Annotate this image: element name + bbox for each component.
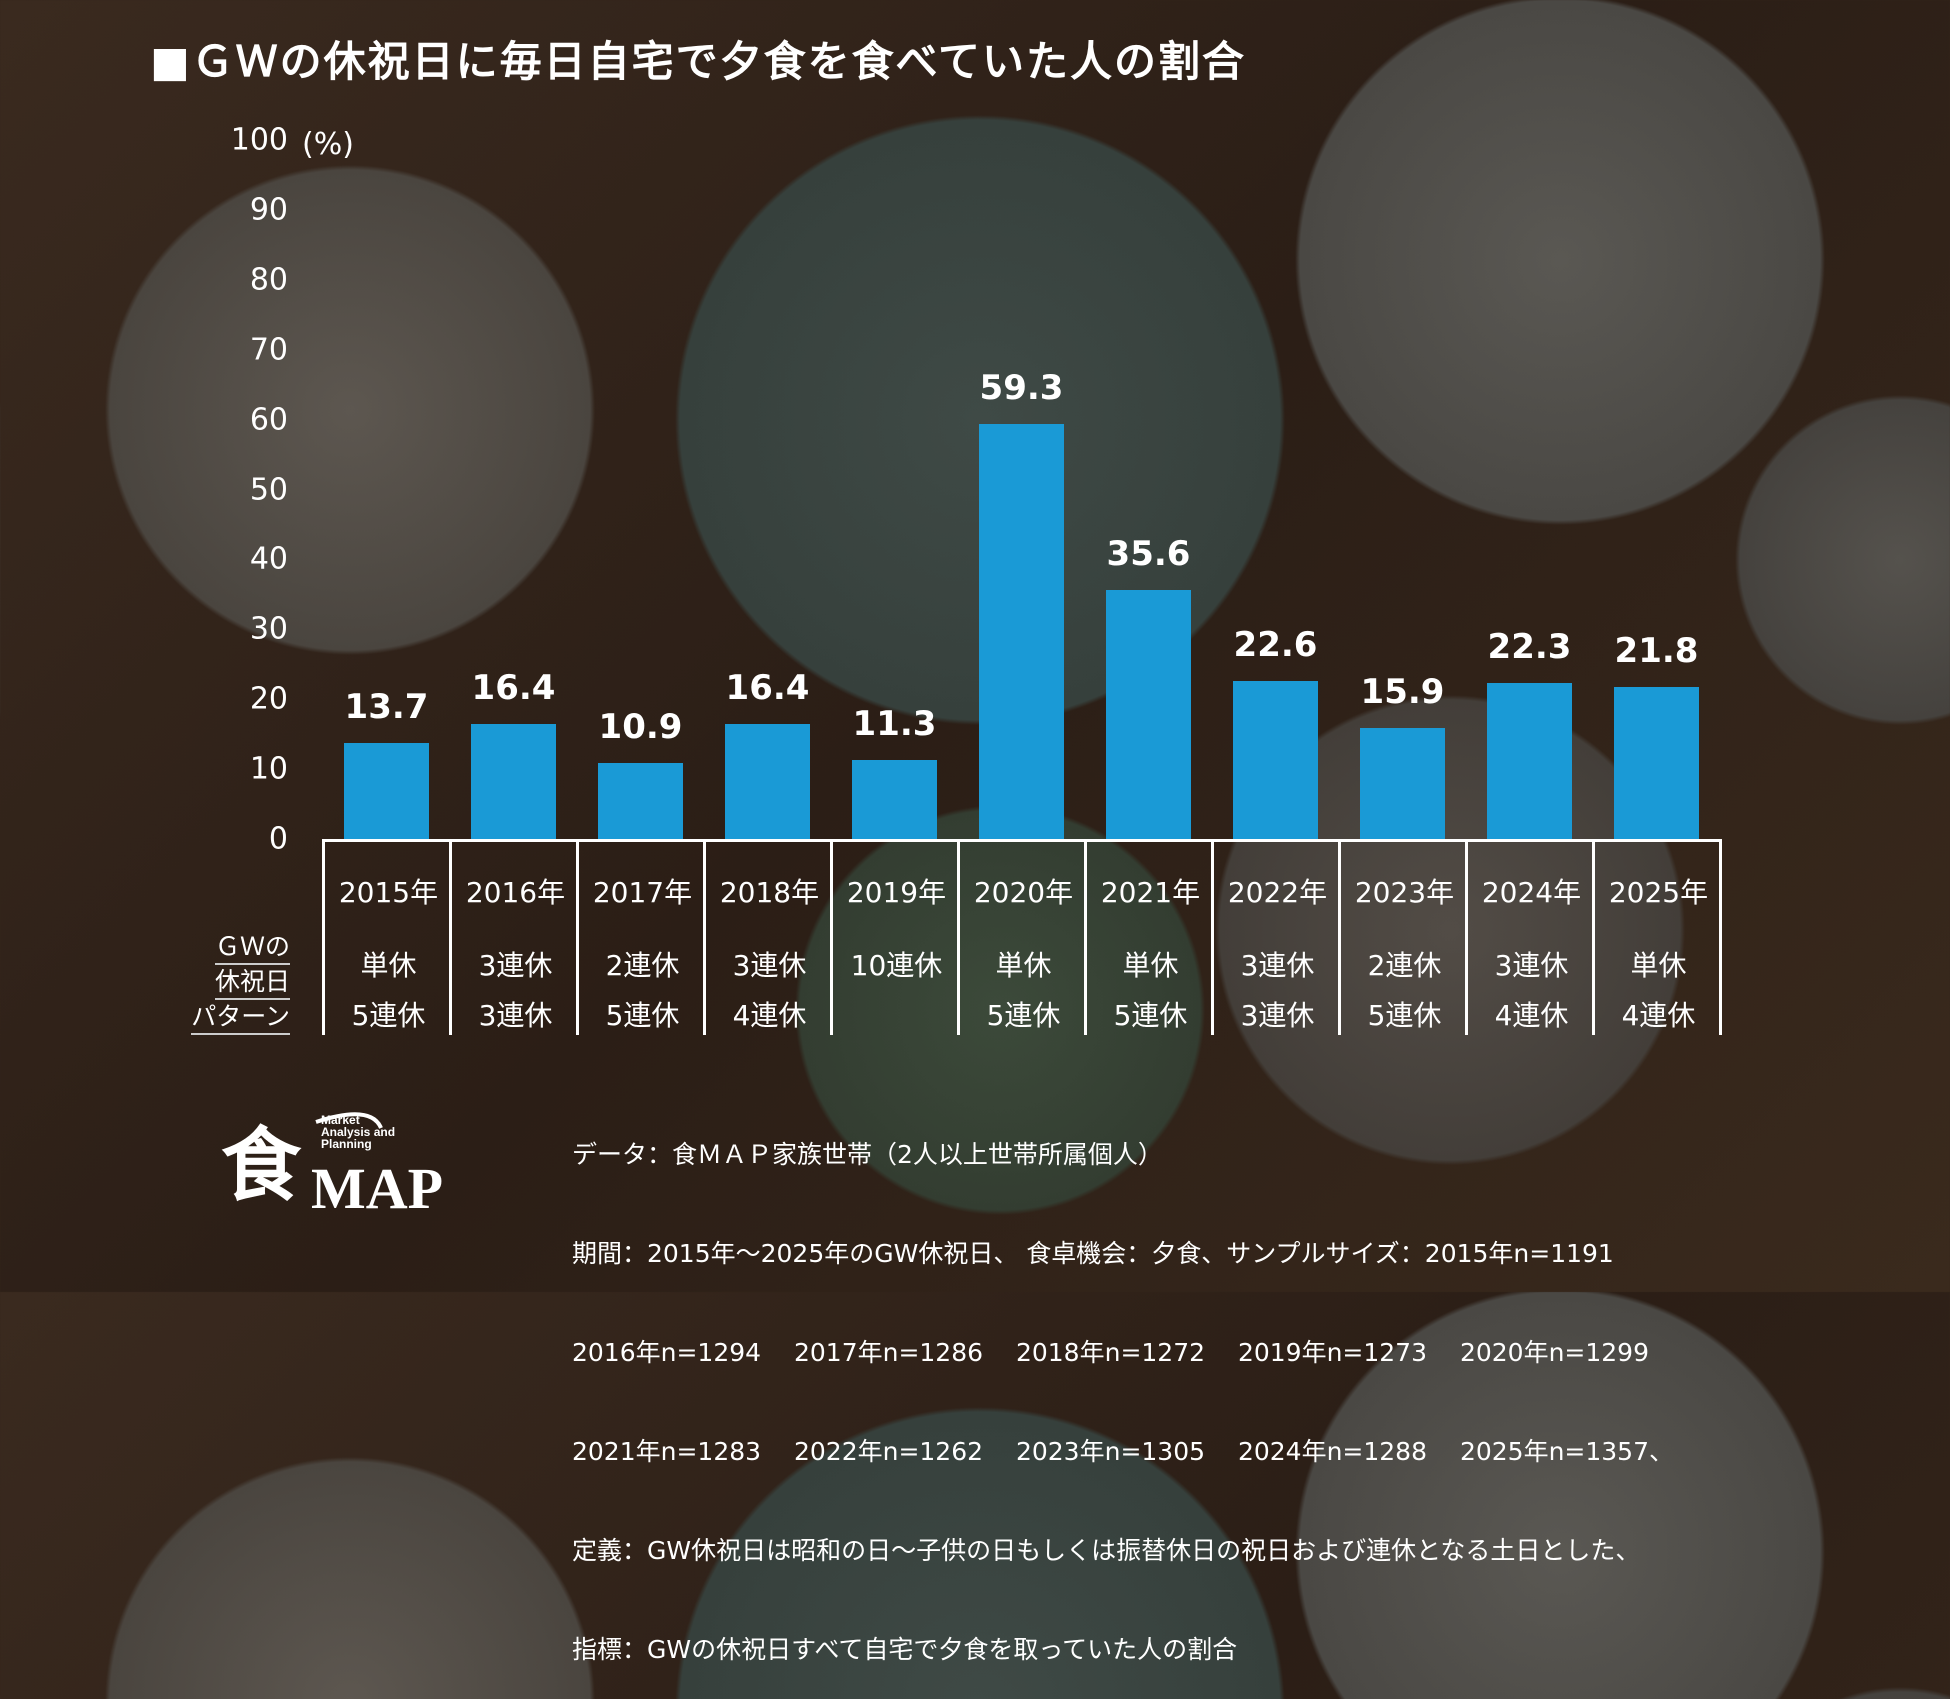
x-tick-label: 2020年 <box>973 876 1074 909</box>
y-tick-label: 70 <box>249 332 288 368</box>
note-line: 2016年n=1294 2017年n=1286 2018年n=1272 2019… <box>572 1338 1649 1367</box>
data-label: 21.8 <box>1614 630 1699 671</box>
table-divider <box>1338 839 1341 1035</box>
bar-2025年 <box>1614 686 1699 839</box>
x-tick-label: 2018年 <box>719 876 820 909</box>
x-tick-label: 2019年 <box>846 876 947 909</box>
bar-2021年 <box>1106 590 1191 839</box>
row-label-line: パターン <box>191 1000 290 1035</box>
row-label-line: ＧＷの <box>214 930 290 965</box>
table-divider <box>957 839 960 1035</box>
y-tick-label: 30 <box>249 611 288 647</box>
pattern-cell: 単休 <box>995 949 1052 982</box>
svg-text:Market: Market <box>321 1113 360 1127</box>
pattern-cell: 5連休 <box>351 999 426 1032</box>
y-tick-label: 80 <box>249 262 288 298</box>
svg-text:Analysis and: Analysis and <box>321 1125 395 1139</box>
table-divider <box>1211 839 1214 1035</box>
bar-2015年 <box>344 743 429 839</box>
pattern-cell: 3連休 <box>1240 999 1315 1032</box>
table-divider <box>449 839 452 1035</box>
x-axis-line <box>323 839 1721 842</box>
y-tick-label: 10 <box>249 751 288 787</box>
x-tick-label: 2024年 <box>1481 876 1582 909</box>
table-divider <box>703 839 706 1035</box>
bar-2023年 <box>1360 727 1445 839</box>
shokumap-logo: Market Analysis and Planning 食 MAP <box>221 1112 443 1213</box>
svg-text:Planning: Planning <box>321 1137 372 1151</box>
pattern-cell: 単休 <box>360 949 417 982</box>
table-divider <box>576 839 579 1035</box>
data-label: 35.6 <box>1106 534 1191 575</box>
y-tick-label: 100 <box>230 122 288 158</box>
data-label: 15.9 <box>1360 671 1445 712</box>
data-label: 22.3 <box>1487 627 1572 668</box>
notes: データ：食ＭＡＰ家族世帯（2人以上世帯所属個人） 期間：2015年～2025年の… <box>572 1072 1674 1699</box>
pattern-cell: 10連休 <box>850 949 943 982</box>
bar-2016年 <box>471 724 556 839</box>
note-line: 期間：2015年～2025年のGW休祝日、 食卓機会：夕食、サンプルサイズ：20… <box>572 1239 1614 1268</box>
table-divider <box>322 839 325 1035</box>
x-tick-label: 2025年 <box>1608 876 1709 909</box>
data-label: 10.9 <box>598 706 683 747</box>
chart-title: ■ＧＷの休祝日に毎日自宅で夕食を食べていた人の割合 <box>150 37 1247 86</box>
x-tick-label: 2016年 <box>465 876 566 909</box>
data-label: 16.4 <box>725 668 810 709</box>
y-tick-label: 0 <box>268 821 288 857</box>
bar-2018年 <box>725 724 810 839</box>
pattern-cell: 3連休 <box>732 949 807 982</box>
pattern-cell: 4連休 <box>1494 999 1569 1032</box>
note-line: データ：食ＭＡＰ家族世帯（2人以上世帯所属個人） <box>572 1140 1163 1169</box>
pattern-cell: 単休 <box>1122 949 1179 982</box>
note-line: 指標：GWの休祝日すべて自宅で夕食を取っていた人の割合 <box>572 1635 1238 1664</box>
table-divider <box>1719 839 1722 1035</box>
y-tick-label: 50 <box>249 472 288 507</box>
data-label: 13.7 <box>344 687 429 728</box>
pattern-cell: 3連休 <box>478 949 553 982</box>
y-tick-label: 20 <box>249 681 288 717</box>
pattern-cell: 4連休 <box>1621 999 1696 1032</box>
pattern-cell: 3連休 <box>1240 949 1315 982</box>
x-tick-label: 2023年 <box>1354 876 1455 909</box>
y-tick-label: 60 <box>249 402 288 438</box>
pattern-cell: 単休 <box>1630 949 1687 982</box>
pattern-cell: 5連休 <box>1367 999 1442 1032</box>
table-divider <box>1084 839 1087 1035</box>
pattern-cell: 4連休 <box>732 999 807 1032</box>
bar-2019年 <box>852 760 937 839</box>
pattern-cell: 5連休 <box>605 999 680 1032</box>
svg-text:食: 食 <box>221 1118 302 1212</box>
pattern-cell: 3連休 <box>1494 949 1569 982</box>
pattern-cell: 2連休 <box>1367 949 1442 982</box>
y-tick-label: 40 <box>249 541 288 577</box>
svg-text:MAP: MAP <box>311 1156 443 1213</box>
pattern-cell: 5連休 <box>986 999 1061 1032</box>
row-label-line: 休祝日 <box>214 965 290 1000</box>
pattern-row-label: ＧＷの 休祝日 パターン <box>170 930 290 1035</box>
y-axis-unit: (%) <box>302 127 354 162</box>
table-divider <box>1465 839 1468 1035</box>
bar-2022年 <box>1233 681 1318 839</box>
x-tick-label: 2021年 <box>1100 876 1201 909</box>
data-label: 22.6 <box>1233 625 1318 666</box>
table-divider <box>830 839 833 1035</box>
note-line: 定義：GW休祝日は昭和の日～子供の日もしくは振替休日の祝日および連休となる土日と… <box>572 1536 1641 1565</box>
note-line: 2021年n=1283 2022年n=1262 2023年n=1305 2024… <box>572 1437 1674 1466</box>
bar-2024年 <box>1487 683 1572 839</box>
x-tick-label: 2022年 <box>1227 876 1328 909</box>
bar-2020年 <box>979 424 1064 839</box>
pattern-cell: 3連休 <box>478 999 553 1032</box>
pattern-cell: 2連休 <box>605 949 680 982</box>
x-tick-label: 2015年 <box>338 876 439 909</box>
data-label: 16.4 <box>471 668 556 709</box>
pattern-cell: 5連休 <box>1113 999 1188 1032</box>
x-tick-label: 2017年 <box>592 876 693 909</box>
table-divider <box>1592 839 1595 1035</box>
data-label: 11.3 <box>852 704 937 744</box>
bar-2017年 <box>598 762 683 839</box>
y-tick-label: 90 <box>249 192 288 228</box>
data-label: 59.3 <box>979 368 1064 409</box>
